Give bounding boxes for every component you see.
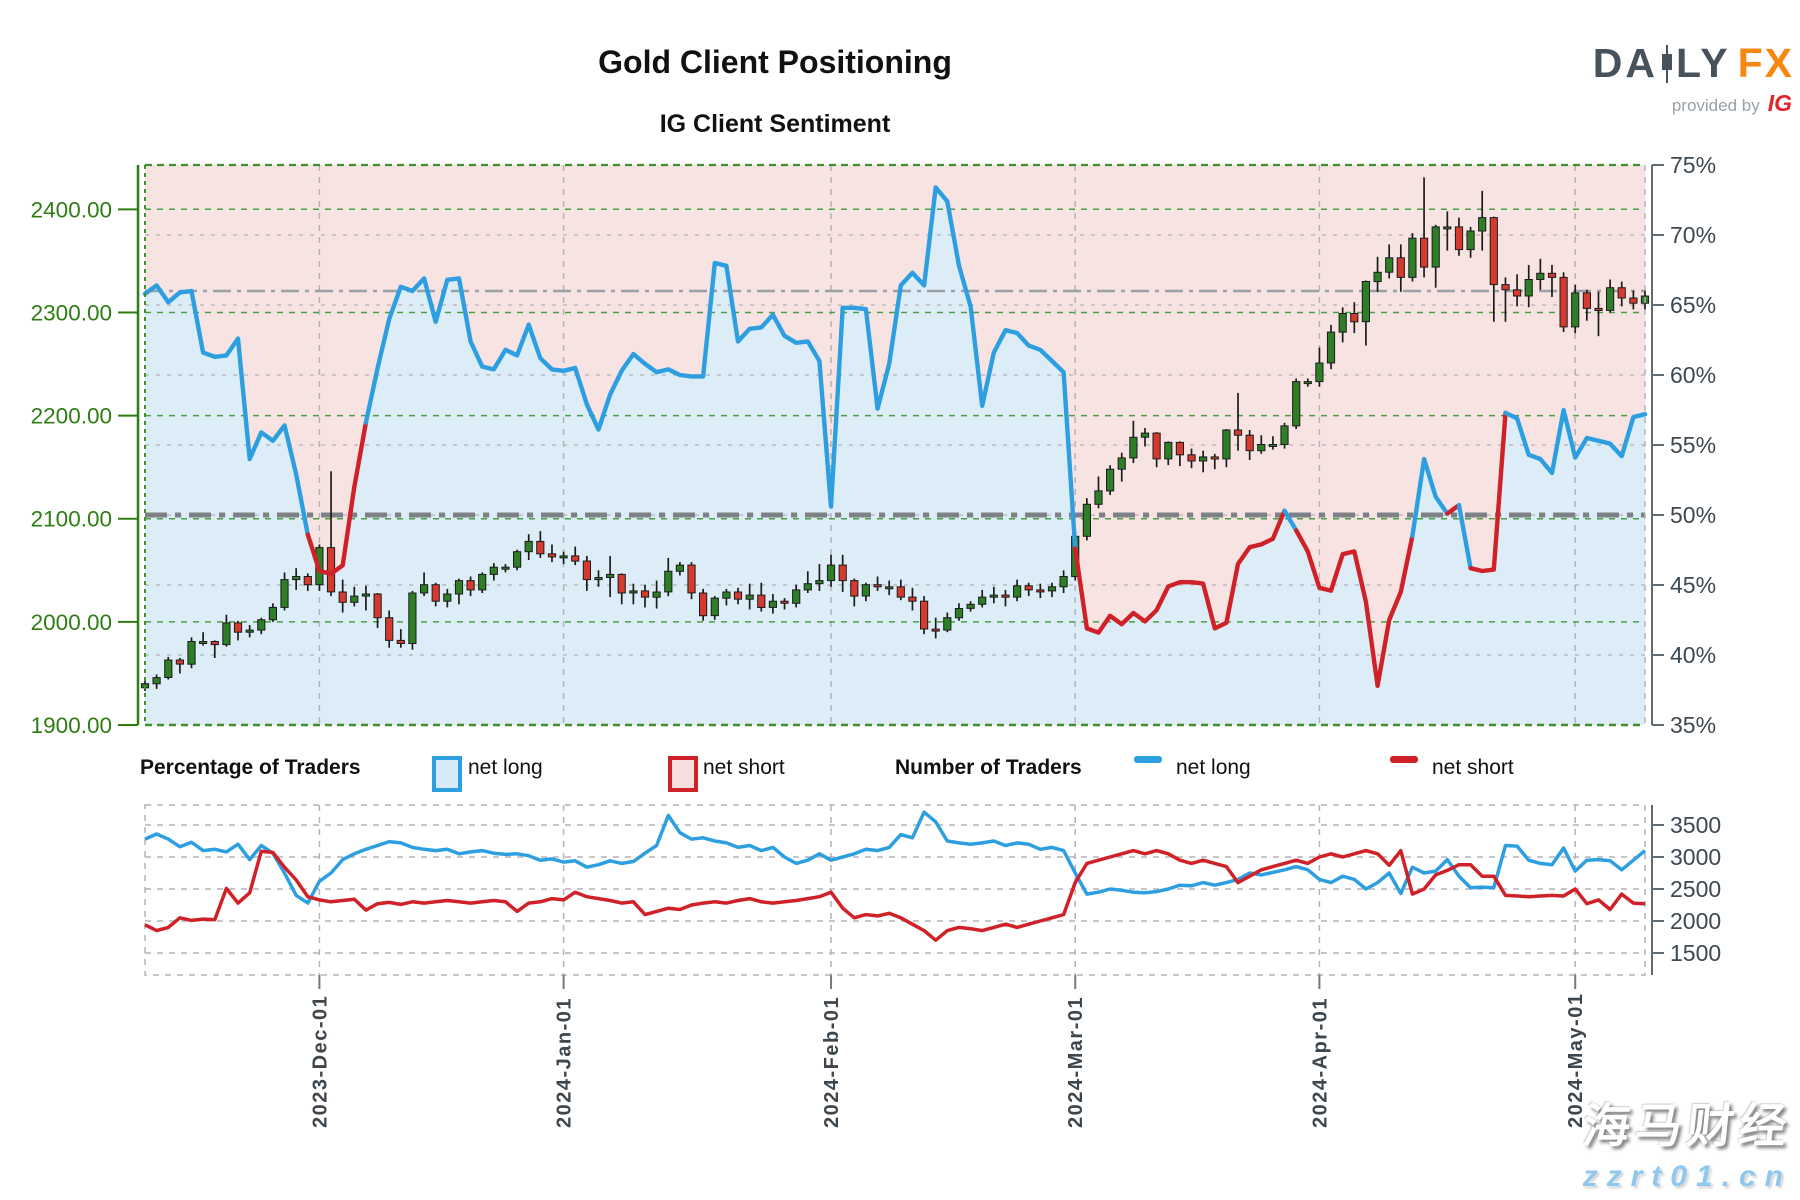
provided-by-line: provided by IG — [1532, 90, 1794, 117]
legend-num-long-swatch — [1134, 756, 1162, 763]
plot-borders — [144, 163, 1646, 727]
candles — [140, 177, 1650, 691]
pct-tick-label: 45% — [1670, 572, 1716, 598]
count-tick-label: 2000 — [1670, 908, 1721, 934]
count-tick-label: 3500 — [1670, 812, 1721, 838]
page-title: Gold Client Positioning — [598, 44, 952, 80]
date-axis: 2023-Dec-01 2024-Jan-01 2024-Feb-01 2024-Ma… — [309, 975, 1587, 1128]
price-tick-label: 2000.00 — [31, 610, 112, 635]
price-tick-label: 2400.00 — [31, 197, 112, 222]
chart-subtitle: IG Client Sentiment — [659, 110, 891, 138]
provided-by-label: provided by — [1671, 96, 1760, 115]
price-tick-label: 1900.00 — [31, 713, 112, 738]
date-tick-label: 2023-Dec-01 — [309, 995, 331, 1128]
count-tick-label: 3000 — [1670, 844, 1721, 870]
pct-tick-label: 35% — [1670, 712, 1716, 738]
traders-net-long-line — [144, 810, 1647, 905]
legend-net-long-swatch — [432, 756, 462, 792]
price-tick-label: 2100.00 — [31, 507, 112, 532]
watermark-cn-text: 海马财经 — [1580, 1099, 1794, 1152]
number-of-traders-chart: 3500 3000 2500 2000 1500 — [144, 804, 1721, 976]
date-tick-label: 2024-Apr-01 — [1309, 997, 1331, 1128]
legend-num-header: Number of Traders — [895, 756, 1082, 779]
pct-axis: 75% 70% 65% 60% 55% 50% 45% 40% 35% — [1651, 152, 1716, 738]
pct-tick-label: 55% — [1670, 432, 1716, 458]
price-tick-label: 2300.00 — [31, 300, 112, 325]
date-tick-label: 2024-May-01 — [1565, 993, 1587, 1128]
chart-legend: Percentage of Traders net long net short… — [0, 746, 1800, 794]
date-tick-label: 2024-Mar-01 — [1065, 996, 1087, 1128]
price-axis: 2400.00 2300.00 2200.00 2100.00 2000.00 1900.… — [31, 165, 140, 738]
watermark: 海马财经 zzrt01.cn — [1580, 1087, 1794, 1194]
logo-text-ly: LY — [1675, 40, 1731, 86]
dailyfx-logo: DA LY FX provided by IG — [1532, 40, 1794, 117]
candlestick-icon — [1661, 44, 1673, 83]
pct-tick-label: 70% — [1670, 222, 1716, 248]
pct-tick-label: 40% — [1670, 642, 1716, 668]
logo-text-fx: FX — [1737, 40, 1794, 86]
pct-tick-label: 60% — [1670, 362, 1716, 388]
legend-num-long-label: net long — [1176, 756, 1251, 779]
count-tick-label: 2500 — [1670, 876, 1721, 902]
watermark-site-text: zzrt01.cn — [1582, 1160, 1792, 1193]
pct-tick-label: 75% — [1670, 152, 1716, 178]
legend-num-short-swatch — [1390, 756, 1418, 763]
sentiment-fills — [145, 165, 1645, 725]
price-tick-label: 2200.00 — [31, 404, 112, 429]
legend-num-short-label: net short — [1432, 756, 1514, 779]
logo-text-da: DA — [1592, 40, 1658, 86]
ig-logo: IG — [1767, 90, 1792, 116]
dailyfx-wordmark: DA LY FX — [1532, 40, 1794, 87]
pct-tick-label: 65% — [1670, 292, 1716, 318]
pct-tick-label: 50% — [1670, 502, 1716, 528]
traders-net-short-line — [144, 848, 1646, 942]
sentiment-line — [142, 185, 1648, 688]
legend-pct-header: Percentage of Traders — [140, 756, 361, 779]
date-tick-label: 2024-Jan-01 — [554, 997, 576, 1128]
date-tick-label: 2024-Feb-01 — [821, 996, 843, 1128]
legend-net-short-label: net short — [703, 756, 785, 779]
reference-lines — [145, 289, 1645, 518]
count-tick-label: 1500 — [1670, 940, 1721, 966]
legend-net-short-swatch — [668, 756, 698, 792]
legend-net-long-label: net long — [468, 756, 543, 779]
